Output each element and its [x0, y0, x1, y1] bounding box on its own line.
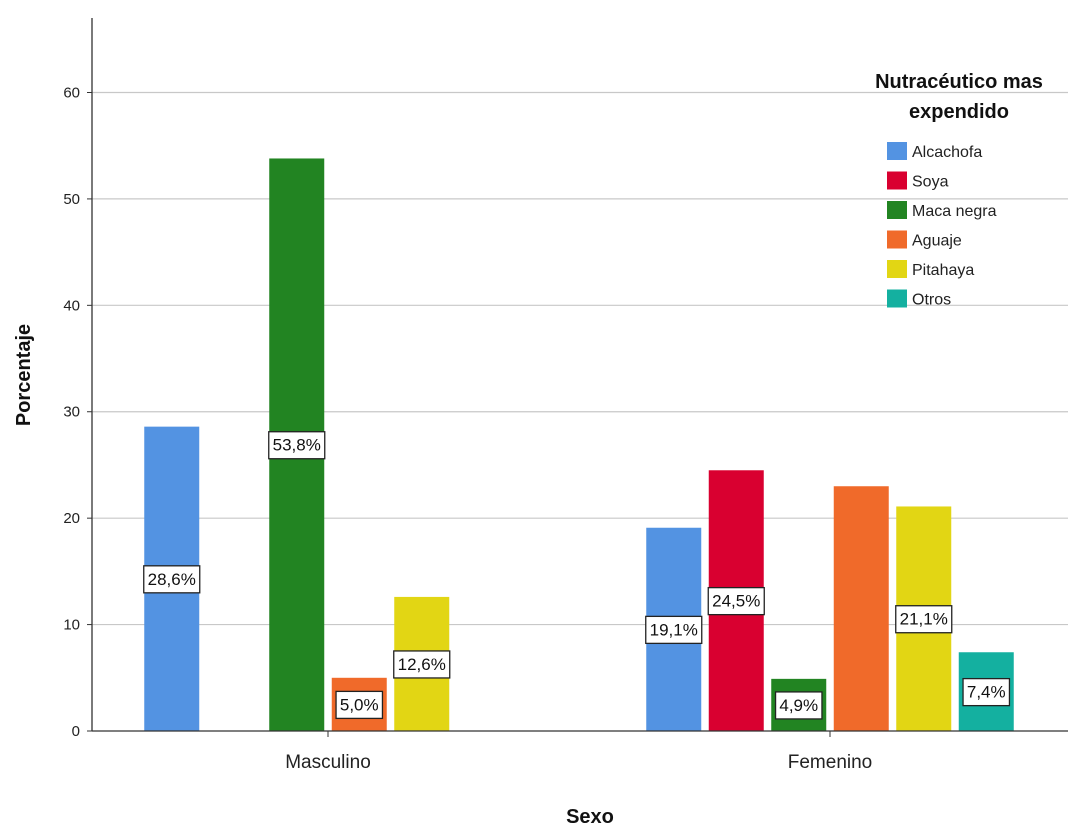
y-axis-title: Porcentaje — [13, 324, 35, 426]
data-label-text: 21,1% — [900, 610, 948, 629]
legend-item: Otros — [887, 289, 951, 309]
data-label: 24,5% — [707, 586, 765, 616]
y-tick-label: 60 — [63, 84, 80, 101]
legend-label: Aguaje — [912, 233, 962, 250]
data-label-text: 53,8% — [273, 436, 321, 455]
data-label: 28,6% — [143, 565, 201, 594]
legend-swatch — [887, 171, 907, 190]
legend-label: Otros — [912, 292, 951, 309]
data-label-box — [895, 605, 953, 634]
data-label-text: 28,6% — [148, 570, 196, 589]
data-label: 19,1% — [645, 615, 703, 645]
legend: Nutracéutico mas expendido Alcachofa Soya… — [875, 71, 1043, 309]
data-label-box — [962, 677, 1011, 707]
y-tick-label: 10 — [63, 617, 80, 634]
data-label-box — [774, 691, 823, 720]
data-label: 21,1% — [895, 605, 953, 634]
data-label: 53,8% — [268, 431, 326, 460]
data-label-box — [143, 565, 201, 594]
legend-swatch — [887, 142, 907, 160]
legend-swatch — [887, 230, 907, 249]
y-tick-label: 30 — [63, 404, 80, 421]
y-tick-label: 50 — [63, 191, 80, 208]
data-label: 7,4% — [962, 677, 1011, 707]
legend-label: Alcachofa — [912, 144, 982, 161]
data-label-text: 12,6% — [398, 655, 446, 674]
y-tick-label: 20 — [63, 510, 80, 527]
legend-label: Maca negra — [912, 203, 997, 220]
legend-label: Pitahaya — [912, 262, 974, 279]
data-label-text: 4,9% — [779, 696, 818, 715]
legend-items: Alcachofa Soya Maca negra Aguaje Pitahaya Otr… — [887, 142, 997, 309]
legend-item: Alcachofa — [887, 142, 982, 161]
data-label-text: 24,5% — [712, 592, 760, 611]
legend-swatch — [887, 260, 907, 278]
data-label-box — [707, 586, 765, 616]
bar-aguaje-femenino — [833, 486, 889, 731]
y-tick-label: 0 — [72, 723, 80, 740]
x-category-label: Masculino — [285, 752, 371, 773]
x-category-labels: Masculino Femenino — [285, 731, 872, 773]
data-label: 5,0% — [335, 690, 384, 720]
legend-swatch — [887, 289, 907, 308]
data-label-box — [335, 690, 384, 720]
data-label-text: 5,0% — [340, 695, 379, 714]
legend-item: Soya — [887, 171, 949, 191]
data-label: 4,9% — [774, 691, 823, 720]
legend-title-line-2: expendido — [909, 101, 1009, 123]
data-label-text: 7,4% — [967, 683, 1006, 702]
legend-label: Soya — [912, 174, 949, 191]
legend-item: Maca negra — [887, 201, 997, 220]
data-label-box — [268, 431, 326, 460]
data-label-box — [645, 615, 703, 645]
x-category-label: Femenino — [788, 752, 873, 773]
y-tick-label: 40 — [63, 297, 80, 314]
legend-title-line-1: Nutracéutico mas — [875, 71, 1043, 93]
data-labels: 28,6% 53,8% 5,0% 12,6% 19,1% 24,5% 4,9% 21,1% 7,… — [143, 431, 1011, 720]
data-label-text: 19,1% — [650, 620, 698, 639]
y-tick-labels: 0 10 20 30 40 50 60 — [63, 84, 92, 740]
data-label-box — [393, 650, 451, 679]
data-label: 12,6% — [393, 650, 451, 679]
axes — [91, 18, 1068, 732]
legend-swatch — [887, 201, 907, 219]
x-axis-title: Sexo — [566, 806, 614, 828]
legend-item: Pitahaya — [887, 260, 974, 279]
legend-item: Aguaje — [887, 230, 962, 250]
